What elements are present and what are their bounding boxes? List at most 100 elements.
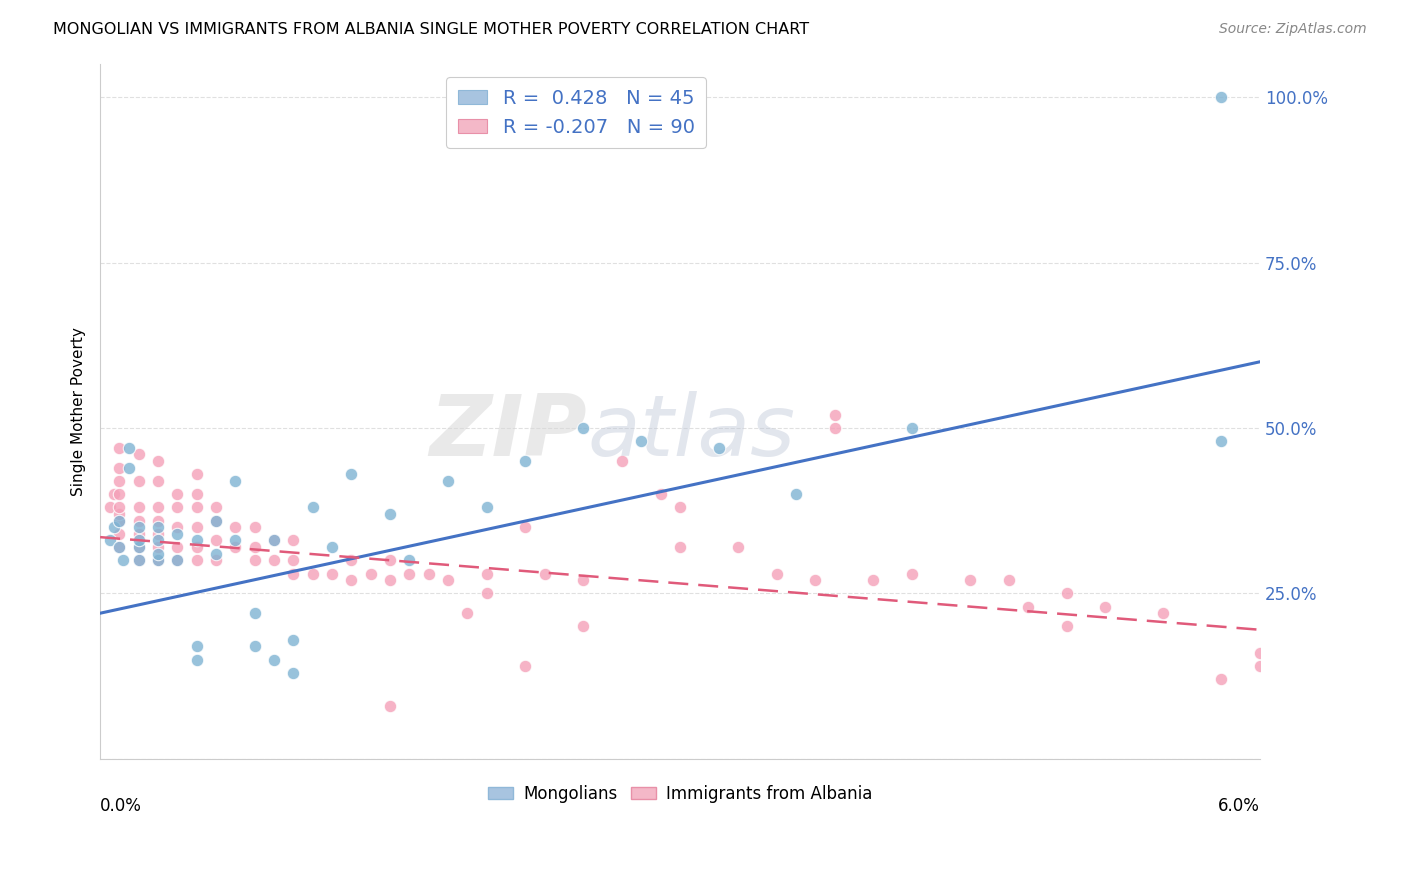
Text: 0.0%: 0.0% [100,797,142,815]
Point [1211,90,1233,104]
Point [1017,599,1039,614]
Point [1249,646,1271,660]
Point [243,520,266,534]
Point [378,507,401,521]
Point [378,698,401,713]
Point [340,467,363,482]
Point [146,540,169,554]
Point [98,533,121,548]
Point [224,533,246,548]
Point [224,520,246,534]
Point [437,474,460,488]
Text: Source: ZipAtlas.com: Source: ZipAtlas.com [1219,22,1367,37]
Point [1211,434,1233,449]
Point [103,487,125,501]
Point [804,573,827,587]
Point [108,514,131,528]
Point [146,553,169,567]
Point [1249,659,1271,673]
Point [166,553,188,567]
Point [785,487,807,501]
Point [128,540,150,554]
Point [301,500,323,515]
Point [301,566,323,581]
Point [224,474,246,488]
Text: atlas: atlas [588,391,796,474]
Point [456,606,478,620]
Point [630,434,652,449]
Point [572,619,595,633]
Point [901,566,924,581]
Point [398,553,420,567]
Point [128,447,150,461]
Point [959,573,981,587]
Point [997,573,1019,587]
Point [398,566,420,581]
Point [186,553,208,567]
Point [166,553,188,567]
Point [108,460,131,475]
Point [263,553,285,567]
Point [475,566,498,581]
Point [283,553,305,567]
Point [186,487,208,501]
Point [146,474,169,488]
Point [205,514,228,528]
Point [1152,606,1174,620]
Point [243,540,266,554]
Point [418,566,440,581]
Point [205,547,228,561]
Y-axis label: Single Mother Poverty: Single Mother Poverty [72,327,86,496]
Point [205,533,228,548]
Point [340,553,363,567]
Point [128,526,150,541]
Point [263,652,285,666]
Point [283,665,305,680]
Point [128,553,150,567]
Text: ZIP: ZIP [430,391,588,474]
Point [901,421,924,435]
Point [146,553,169,567]
Point [146,533,169,548]
Point [340,573,363,587]
Point [166,487,188,501]
Point [610,454,633,468]
Point [146,520,169,534]
Point [862,573,884,587]
Point [112,553,135,567]
Point [118,460,141,475]
Point [108,507,131,521]
Point [205,500,228,515]
Point [146,526,169,541]
Point [108,514,131,528]
Point [669,540,692,554]
Point [283,533,305,548]
Point [533,566,555,581]
Point [243,640,266,654]
Point [128,514,150,528]
Point [108,526,131,541]
Point [186,652,208,666]
Point [475,586,498,600]
Point [283,566,305,581]
Point [1056,619,1078,633]
Point [108,540,131,554]
Point [515,454,537,468]
Point [669,500,692,515]
Point [824,408,846,422]
Point [128,540,150,554]
Point [186,520,208,534]
Point [1094,599,1116,614]
Point [1211,673,1233,687]
Point [360,566,382,581]
Point [707,441,730,455]
Point [108,441,131,455]
Point [824,421,846,435]
Point [186,500,208,515]
Text: 6.0%: 6.0% [1218,797,1260,815]
Point [166,500,188,515]
Legend: Mongolians, Immigrants from Albania: Mongolians, Immigrants from Albania [481,778,879,810]
Point [437,573,460,587]
Point [186,467,208,482]
Point [224,540,246,554]
